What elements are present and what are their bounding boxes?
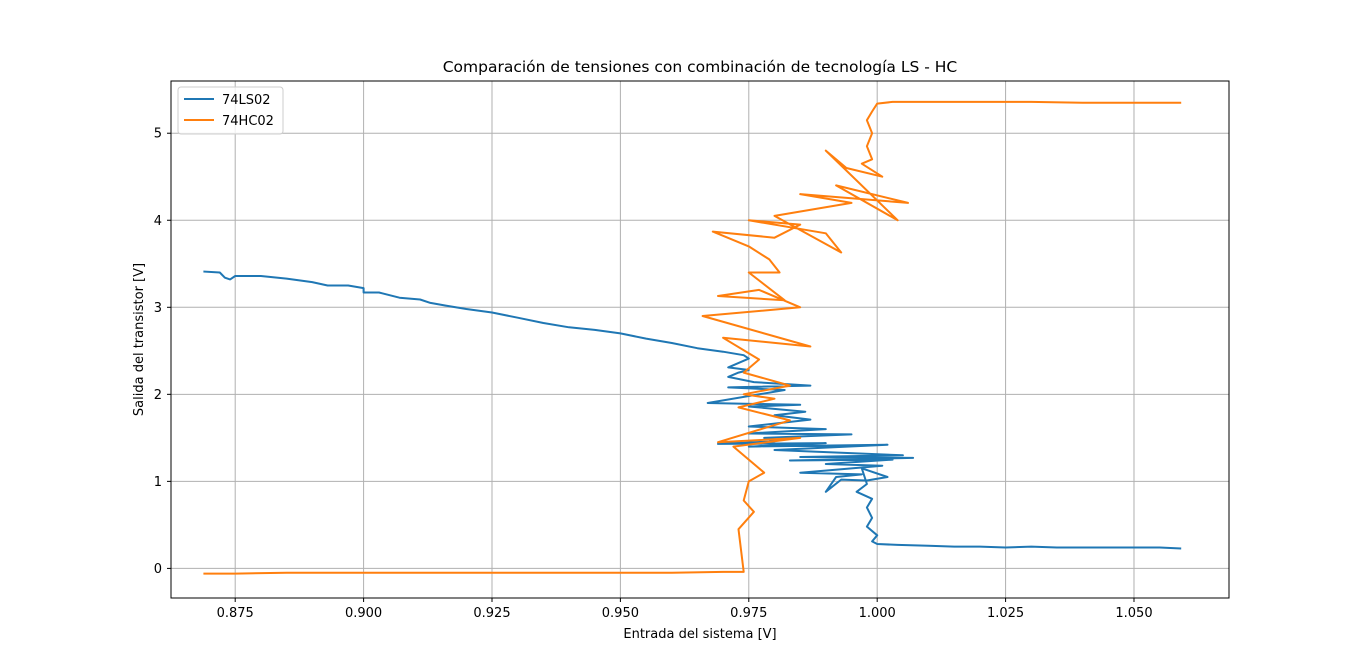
- x-tick-label: 0.925: [473, 606, 510, 621]
- x-tick-label: 0.950: [602, 606, 639, 621]
- y-tick-label: 1: [154, 475, 162, 490]
- y-tick-label: 2: [154, 388, 162, 403]
- y-tick-label: 3: [154, 301, 162, 316]
- grid-lines: [171, 81, 1229, 598]
- y-tick-label: 0: [154, 562, 162, 577]
- x-tick-label: 0.900: [345, 606, 382, 621]
- legend: 74LS02 74HC02: [177, 86, 284, 135]
- x-tick-label: 1.000: [859, 606, 896, 621]
- series-line-74ls02: [203, 270, 1182, 550]
- x-axis-label: Entrada del sistema [V]: [623, 627, 776, 642]
- x-tick-label: 1.025: [987, 606, 1024, 621]
- axis-ticks: 0.875 0.900 0.925 0.950 0.975 1.000 1.025 1.050…: [154, 127, 1153, 621]
- x-tick-label: 0.975: [730, 606, 767, 621]
- chart-title: Comparación de tensiones con combinación…: [443, 58, 958, 76]
- series-line-74hc02: [203, 100, 1182, 575]
- x-tick-label: 0.875: [217, 606, 254, 621]
- legend-label-74ls02: 74LS02: [222, 93, 271, 108]
- legend-label-74hc02: 74HC02: [222, 114, 274, 129]
- y-tick-label: 5: [154, 127, 162, 142]
- y-axis-label: Salida del transistor [V]: [132, 263, 147, 416]
- y-tick-label: 4: [154, 214, 162, 229]
- plot-frame: [170, 80, 1230, 599]
- x-tick-label: 1.050: [1115, 606, 1152, 621]
- series-layer: [203, 100, 1182, 575]
